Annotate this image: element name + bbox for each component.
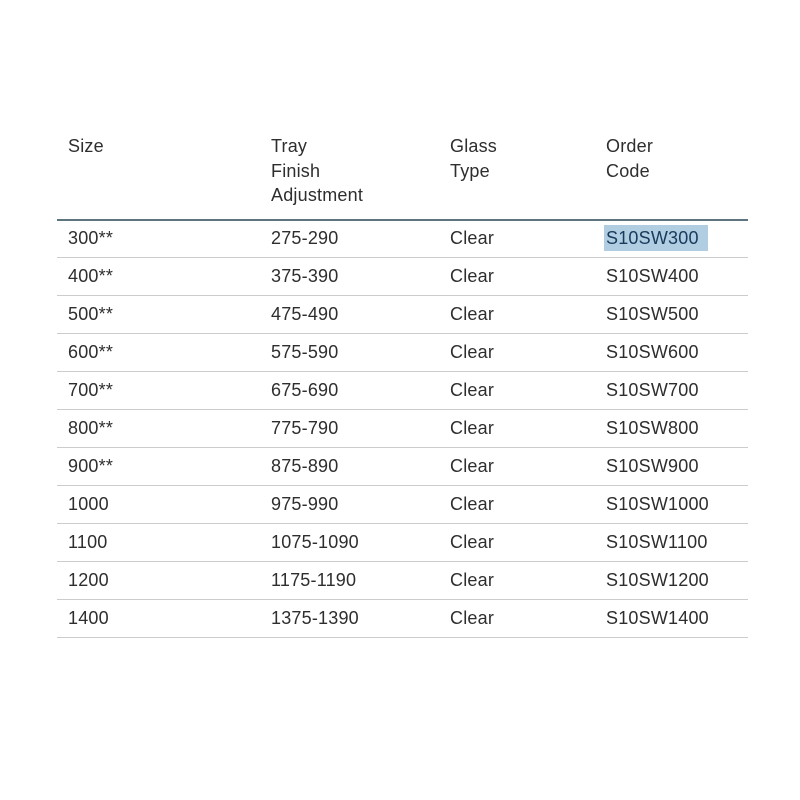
- cell-order-code: S10SW600: [595, 333, 748, 372]
- product-spec-table: Size Tray Finish Adjustment Glass Type O…: [57, 134, 748, 638]
- cell-tray-finish-adjustment: 275-290: [260, 219, 439, 258]
- cell-size: 1000: [57, 485, 260, 524]
- cell-size: 1400: [57, 599, 260, 638]
- cell-order-code: S10SW700: [595, 371, 748, 410]
- cell-tray-finish-adjustment: 975-990: [260, 485, 439, 524]
- cell-tray-finish-adjustment: 1375-1390: [260, 599, 439, 638]
- table-row: 700** 675-690 Clear S10SW700: [57, 371, 748, 410]
- selected-order-code-text: S10SW300: [604, 225, 708, 252]
- column-header-tray-finish-adjustment: Tray Finish Adjustment: [260, 134, 439, 221]
- cell-size: 400**: [57, 257, 260, 296]
- cell-tray-finish-adjustment: 475-490: [260, 295, 439, 334]
- cell-order-code: S10SW1100: [595, 523, 748, 562]
- cell-glass-type: Clear: [439, 561, 595, 600]
- cell-tray-finish-adjustment: 775-790: [260, 409, 439, 448]
- cell-glass-type: Clear: [439, 371, 595, 410]
- table-row: 500** 475-490 Clear S10SW500: [57, 295, 748, 334]
- cell-glass-type: Clear: [439, 599, 595, 638]
- cell-glass-type: Clear: [439, 409, 595, 448]
- column-header-order-code: Order Code: [595, 134, 748, 221]
- product-table-body: 300** 275-290 Clear S10SW300 400** 375-390 Cle…: [57, 219, 748, 638]
- cell-tray-finish-adjustment: 575-590: [260, 333, 439, 372]
- cell-size: 900**: [57, 447, 260, 486]
- table-row: 800** 775-790 Clear S10SW800: [57, 409, 748, 448]
- column-header-glass-type: Glass Type: [439, 134, 595, 221]
- table-row: 1200 1175-1190 Clear S10SW1200: [57, 561, 748, 600]
- cell-size: 600**: [57, 333, 260, 372]
- cell-order-code: S10SW1200: [595, 561, 748, 600]
- table-row: 900** 875-890 Clear S10SW900: [57, 447, 748, 486]
- cell-order-code: S10SW1400: [595, 599, 748, 638]
- table-header: Size Tray Finish Adjustment Glass Type O…: [57, 134, 748, 221]
- cell-order-code: S10SW300: [595, 219, 748, 258]
- cell-glass-type: Clear: [439, 523, 595, 562]
- cell-order-code: S10SW1000: [595, 485, 748, 524]
- column-header-size: Size: [57, 134, 260, 221]
- cell-tray-finish-adjustment: 675-690: [260, 371, 439, 410]
- table-row: 1400 1375-1390 Clear S10SW1400: [57, 599, 748, 638]
- cell-order-code: S10SW800: [595, 409, 748, 448]
- cell-glass-type: Clear: [439, 447, 595, 486]
- product-spec-table-wrap: Size Tray Finish Adjustment Glass Type O…: [57, 134, 748, 638]
- table-row: 600** 575-590 Clear S10SW600: [57, 333, 748, 372]
- cell-tray-finish-adjustment: 875-890: [260, 447, 439, 486]
- cell-glass-type: Clear: [439, 219, 595, 258]
- table-row: 300** 275-290 Clear S10SW300: [57, 219, 748, 258]
- table-row: 1100 1075-1090 Clear S10SW1100: [57, 523, 748, 562]
- cell-size: 1100: [57, 523, 260, 562]
- cell-order-code: S10SW400: [595, 257, 748, 296]
- cell-glass-type: Clear: [439, 485, 595, 524]
- cell-size: 1200: [57, 561, 260, 600]
- cell-glass-type: Clear: [439, 257, 595, 296]
- cell-order-code: S10SW500: [595, 295, 748, 334]
- cell-glass-type: Clear: [439, 295, 595, 334]
- cell-tray-finish-adjustment: 1075-1090: [260, 523, 439, 562]
- cell-size: 500**: [57, 295, 260, 334]
- cell-size: 800**: [57, 409, 260, 448]
- table-row: 400** 375-390 Clear S10SW400: [57, 257, 748, 296]
- cell-size: 300**: [57, 219, 260, 258]
- cell-tray-finish-adjustment: 375-390: [260, 257, 439, 296]
- table-row: 1000 975-990 Clear S10SW1000: [57, 485, 748, 524]
- table-header-row: Size Tray Finish Adjustment Glass Type O…: [57, 134, 748, 221]
- cell-glass-type: Clear: [439, 333, 595, 372]
- cell-size: 700**: [57, 371, 260, 410]
- cell-order-code: S10SW900: [595, 447, 748, 486]
- cell-tray-finish-adjustment: 1175-1190: [260, 561, 439, 600]
